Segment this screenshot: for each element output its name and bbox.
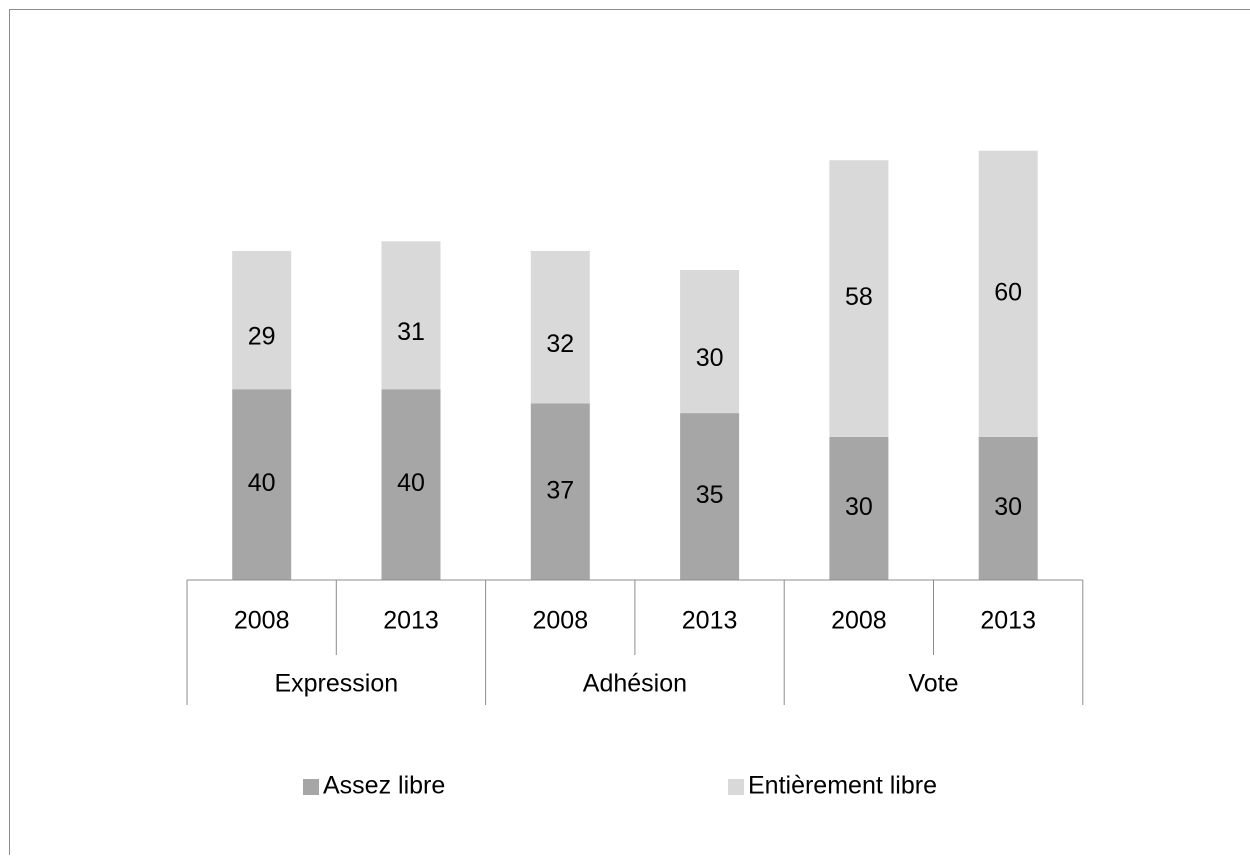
bar-assez-libre-1 <box>381 389 441 580</box>
group-label-2: Vote <box>908 670 958 698</box>
group-label-1: Adhésion <box>583 670 687 698</box>
legend-label-1: Entièrement libre <box>748 772 937 800</box>
data-label-assez-libre-0: 40 <box>248 469 276 497</box>
category-label-2: 2008 <box>532 607 588 635</box>
data-label-assez-libre-2: 37 <box>546 476 574 504</box>
legend-swatch-1 <box>728 779 744 795</box>
bar-entierement-libre-5 <box>978 150 1038 437</box>
bar-assez-libre-3 <box>680 413 740 580</box>
category-label-4: 2008 <box>831 607 887 635</box>
bar-entierement-libre-3 <box>680 270 740 414</box>
data-label-assez-libre-1: 40 <box>397 469 425 497</box>
category-label-3: 2013 <box>682 607 738 635</box>
chart-svg: 40 29 40 31 37 32 35 30 30 58 30 60 2008 2013 2008 201… <box>186 150 1084 800</box>
bar-assez-libre-0 <box>232 389 292 580</box>
bar-entierement-libre-2 <box>530 250 590 404</box>
data-label-entierement-libre-1: 31 <box>397 318 425 346</box>
axis-layer: 2008 2013 2008 2013 2008 2013 Expression Adhési… <box>186 579 1084 705</box>
bar-assez-libre-5 <box>978 436 1038 580</box>
data-label-entierement-libre-2: 32 <box>546 330 574 358</box>
data-label-assez-libre-5: 30 <box>994 493 1022 521</box>
group-label-0: Expression <box>274 670 398 698</box>
data-label-entierement-libre-3: 30 <box>696 344 724 372</box>
data-label-entierement-libre-4: 58 <box>845 283 873 311</box>
legend-layer: Assez libre Entièrement libre <box>303 772 937 800</box>
data-label-entierement-libre-0: 29 <box>248 323 276 351</box>
bar-entierement-libre-4 <box>829 160 889 437</box>
bar-entierement-libre-1 <box>381 241 441 390</box>
legend-label-0: Assez libre <box>323 772 445 800</box>
legend-swatch-0 <box>303 779 319 795</box>
data-label-assez-libre-3: 35 <box>696 481 724 509</box>
data-label-assez-libre-4: 30 <box>845 493 873 521</box>
category-label-5: 2013 <box>980 607 1036 635</box>
chart-frame: 40 29 40 31 37 32 35 30 30 58 30 60 2008 2013 2008 201… <box>9 9 1250 855</box>
bars-layer <box>232 150 1038 580</box>
bar-entierement-libre-0 <box>232 250 292 390</box>
data-label-entierement-libre-5: 60 <box>994 278 1022 306</box>
bar-assez-libre-2 <box>530 403 590 580</box>
category-label-1: 2013 <box>383 607 439 635</box>
bar-assez-libre-4 <box>829 436 889 580</box>
category-label-0: 2008 <box>234 607 290 635</box>
labels-layer: 40 29 40 31 37 32 35 30 30 58 30 60 <box>248 278 1022 521</box>
